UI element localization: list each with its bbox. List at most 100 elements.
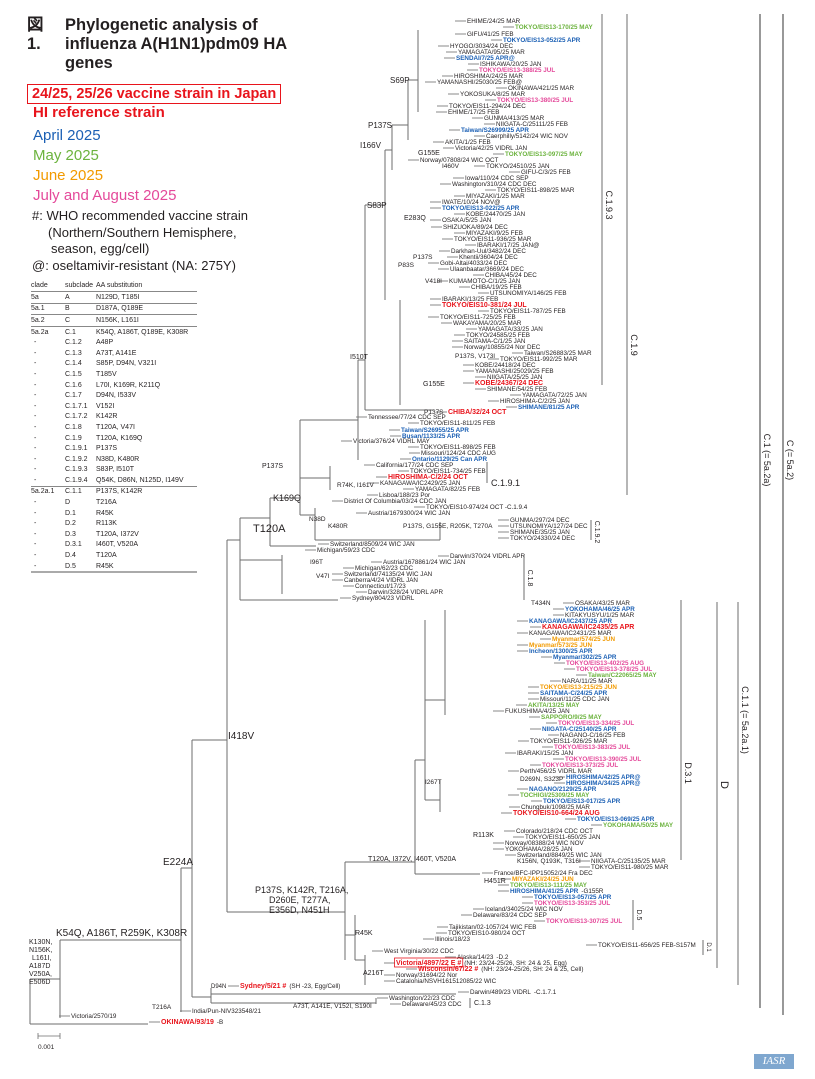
taxon-label: YAMAGATA/72/25 JAN <box>522 392 587 399</box>
subclade-cell: C.1.9.1 <box>65 445 88 453</box>
mutation-label: N156K, <box>29 947 52 954</box>
mutation-label: L161I, <box>32 955 52 962</box>
taxon-label: HIROSHIMA-C/2/24 OCT <box>388 474 468 481</box>
taxon-label: KOBE/24418/24 DEC <box>475 362 536 369</box>
taxon-label: GIFU/41/25 FEB <box>467 31 514 38</box>
clade-cell: - <box>34 349 37 357</box>
clade-label: C.1.8 <box>526 570 533 587</box>
taxon-label: HYOGO/3034/24 DEC <box>450 43 513 50</box>
scale-bar-label: 0.001 <box>38 1044 55 1051</box>
taxon-label: Missouri/11/25 CDC JAN <box>540 696 610 703</box>
clade-cell: - <box>34 402 37 410</box>
taxon-label: AKITA/1/25 FEB <box>445 139 491 146</box>
clade-cell: - <box>34 509 37 517</box>
col-subclade: subclade <box>65 280 96 292</box>
taxon-label: TOKYO/EIS10-381/24 JUL <box>442 302 527 309</box>
mutation-label: I96T <box>310 559 323 566</box>
taxon-label: KOBE/24367/24 DEC <box>475 380 543 387</box>
substitution-cell: D187A, Q189E <box>96 302 197 315</box>
taxon-label: YOKOHAMA/50/25 MAY <box>603 822 674 829</box>
taxon-label: UTSUNOMIYA/127/24 DEC <box>510 523 588 530</box>
subclade-cell: C.1.9.2 <box>65 455 88 463</box>
taxon-label: Iceland/34025/24 WIC NOV <box>485 906 564 913</box>
clade-label: C.1.9.1 <box>491 478 520 488</box>
taxon-label: Perth/456/25 VIDRL MAR <box>520 768 592 775</box>
taxon-label: TOKYO/EIS11-294/24 DEC <box>449 103 526 110</box>
taxon-label: Ulaanbaatar/3669/24 DEC <box>450 266 524 273</box>
taxon-label: Catalonia/NSVH161512085/22 WIC <box>396 978 497 985</box>
clade-cell: - <box>34 360 37 368</box>
taxon-label: TOKYO/EIS13-373/25 JUL <box>542 762 618 769</box>
mutation-label: A187D <box>29 963 50 970</box>
clade-label: D.5 <box>635 910 642 921</box>
taxon-label: NAGANO-C/16/25 FEB <box>560 732 625 739</box>
taxon-label: Darkhan-Uul/3482/24 DEC <box>451 248 526 255</box>
mutation-label: E224A <box>163 857 193 868</box>
taxon-label: TOKYO/EIS13-334/25 JUL <box>558 720 634 727</box>
legend-april: April 2025 <box>33 127 101 144</box>
taxon-label: Sydney/804/23 VIDRL <box>352 595 415 602</box>
clade-label: D <box>718 781 730 789</box>
taxon-label: Tajikistan/02-1057/24 WIC FEB <box>449 924 537 931</box>
clade-row: - C.1.9.2 N38D, K480R <box>31 454 197 465</box>
taxon-label: Myanmar/574/25 JUN <box>552 636 615 643</box>
taxon-label: TOKYO/EIS13-215/25 JUN <box>540 684 617 691</box>
taxon-label: TOKYO/EIS13-388/25 JUL <box>479 67 555 74</box>
taxon-label: NIIGATA/25/25 JAN <box>487 374 543 381</box>
substitution-cell: R113K <box>96 520 117 528</box>
substitution-cell: K142R <box>96 413 118 421</box>
clade-label: C.1.1 (= 5a.2a.1) <box>740 686 750 754</box>
taxon-label: TOKYO/EIS11-936/25 MAR <box>454 236 532 243</box>
subclade-cell: C.1.9.3 <box>65 466 88 474</box>
taxon-label: KOBE/24470/25 JAN <box>466 211 526 218</box>
subclade-cell: C.1.9.4 <box>65 476 88 484</box>
clade-cell: - <box>34 370 37 378</box>
mutation-label: P137S, V173I <box>455 353 495 360</box>
taxon-label: Iowa/110/24 CDC SEP <box>465 175 529 182</box>
taxon-label: IBARAKI/13/25 FEB <box>442 296 498 303</box>
clade-cell: - <box>34 552 37 560</box>
subclade-cell: C.1.7.1 <box>65 402 88 410</box>
taxon-annotation: -B <box>217 1019 223 1026</box>
taxon-label: France/BFC-IPP15052/24 Fra DEC <box>494 870 593 877</box>
taxon-label: Switzerland/8509/24 WIC JAN <box>330 541 415 548</box>
clade-row: - D.2 R113K <box>31 518 197 529</box>
taxon-label: TOKYO/EIS11-787/25 FEB <box>490 308 566 315</box>
subclade-cell: C.1.8 <box>65 423 82 431</box>
taxon-label: YAMAGATA/33/25 JAN <box>478 326 543 333</box>
mutation-label: S69P <box>390 76 410 85</box>
clade-row: 5a.1 B D187A, Q189E <box>31 302 197 315</box>
taxon-label: Taiwan/S26883/25 MAR <box>524 350 592 357</box>
taxon-label: HIROSHIMA/24/25 MAR <box>454 73 523 80</box>
taxon-label: Taiwan/C22065/25 MAY <box>588 672 657 679</box>
taxon-label: TOKYO/EIS11-898/25 FEB <box>420 444 496 451</box>
taxon-label: YAMAGATA/95/25 MAR <box>458 49 525 56</box>
taxon-label: TOKYO/EIS10-980/24 OCT <box>448 930 525 937</box>
subclade-cell: C.1.5 <box>65 370 82 378</box>
taxon-label: ISHIKAWA/20/25 JAN <box>480 61 542 68</box>
mutation-label: K54Q, A186T, R259K, K308R <box>56 928 187 939</box>
taxon-label: Gobi-Altai/4033/24 DEC <box>440 260 508 267</box>
clade-cell: - <box>34 392 37 400</box>
legend-who-note-3: season, egg/cell) <box>51 241 150 256</box>
taxon-label: SHIZUOKA/89/24 DEC <box>443 224 508 231</box>
subclade-cell: C.1.3 <box>65 349 82 357</box>
substitution-cell: T185V <box>96 370 117 378</box>
taxon-label: TOKYO/EIS13-069/25 APR <box>577 816 655 823</box>
clade-cell: - <box>34 476 37 484</box>
substitution-cell: D94N, I533V <box>96 392 137 400</box>
taxon-label: Delaware/45/23 CDC <box>402 1001 462 1008</box>
taxon-label: GUNMA/413/25 MAR <box>484 115 545 122</box>
taxon-label: Delaware/83/24 CDC SEP <box>473 912 547 919</box>
taxon-label: Connecticut/17/23 <box>355 583 406 590</box>
taxon-label: District Of Columbia/03/24 CDC JAN <box>344 498 447 505</box>
iasr-logo: IASR <box>754 1054 794 1069</box>
clade-row: - D.3 T120A, I372V <box>31 529 197 540</box>
subclade-cell: C.1.7 <box>65 392 82 400</box>
taxon-label: CHIBA/19/25 FEB <box>471 284 522 291</box>
legend-hi-reference: HI reference strain <box>33 104 165 121</box>
mutation-label: K169Q <box>273 493 301 503</box>
taxon-label: SHIMANE/81/25 APR <box>518 404 580 411</box>
taxon-label: Michigan/62/23 CDC <box>355 565 414 572</box>
